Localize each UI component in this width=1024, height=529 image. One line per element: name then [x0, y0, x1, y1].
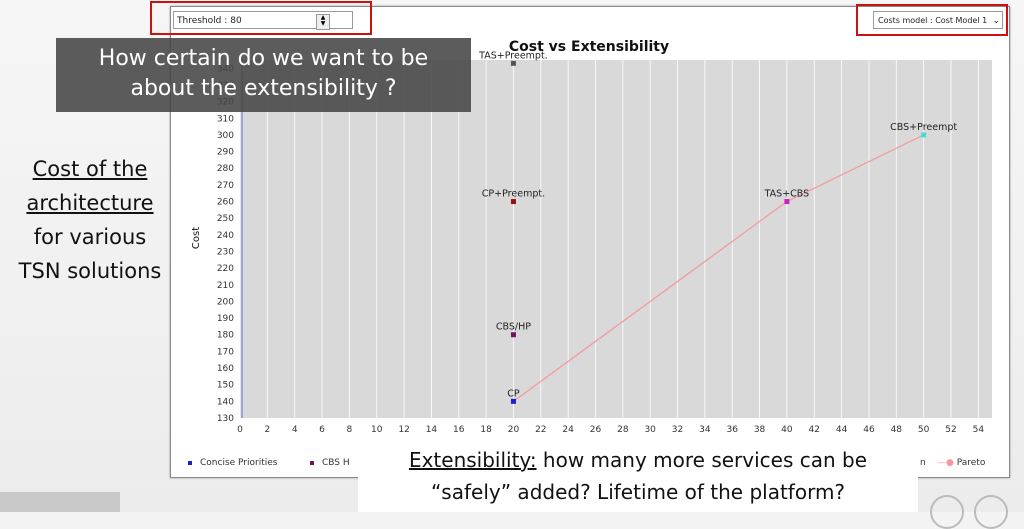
- x-tick-label: 8: [347, 425, 353, 435]
- legend-item-concise: Concise Priorities: [188, 458, 277, 468]
- data-point: [510, 199, 516, 205]
- y-tick-label: 150: [217, 381, 234, 391]
- x-tick-label: 54: [973, 425, 985, 435]
- x-tick-label: 0: [237, 425, 243, 435]
- point-label: CP+Preempt.: [482, 189, 545, 200]
- cost-annotation: Cost of the architecture for various TSN…: [4, 152, 176, 288]
- x-tick-label: 4: [292, 425, 298, 435]
- x-tick-label: 26: [590, 425, 602, 435]
- legend-marker: [310, 460, 314, 465]
- chevron-down-icon[interactable]: ⌄: [992, 16, 1000, 26]
- x-tick-label: 22: [535, 425, 546, 435]
- point-label: TAS+CBS: [764, 189, 810, 200]
- y-tick-label: 260: [217, 198, 234, 208]
- legend-label: CBS H: [322, 458, 350, 468]
- x-tick-label: 18: [480, 425, 492, 435]
- y-tick-label: 250: [217, 214, 234, 224]
- x-tick-label: 52: [945, 425, 956, 435]
- legend-label: n: [920, 458, 926, 468]
- x-tick-label: 2: [264, 425, 270, 435]
- chart-title: Cost vs Extensibility: [509, 39, 669, 55]
- cost-annotation-line-4: TSN solutions: [18, 259, 162, 283]
- point-label: CBS/HP: [496, 322, 531, 333]
- x-tick-label: 32: [672, 425, 683, 435]
- x-tick-label: 10: [371, 425, 383, 435]
- y-tick-label: 180: [217, 331, 234, 341]
- extensibility-annotation: Extensibility: how many more services ca…: [358, 440, 918, 512]
- legend-item-partial: n: [920, 458, 926, 468]
- x-tick-label: 14: [426, 425, 438, 435]
- y-tick-label: 190: [217, 314, 234, 324]
- y-tick-label: 160: [217, 364, 234, 374]
- x-tick-label: 42: [809, 425, 820, 435]
- cost-vs-extensibility-chart: Cost vs Extensibility Cost 0 2 4 6 8 10 12 14 16…: [191, 39, 992, 435]
- y-axis-label: Cost: [191, 227, 202, 249]
- costs-model-highlight: [856, 4, 1008, 36]
- x-tick-label: 40: [781, 425, 793, 435]
- overlay-line-1: How certain do we want to be: [98, 46, 429, 71]
- y-tick-label: 220: [217, 264, 234, 274]
- legend-item-pareto: —● Pareto: [937, 458, 985, 468]
- threshold-label: Threshold :: [177, 16, 228, 26]
- y-tick-label: 210: [217, 281, 234, 291]
- data-point: [784, 199, 790, 205]
- y-tick-label: 280: [217, 164, 234, 174]
- y-tick-label: 290: [217, 148, 234, 158]
- y-tick-label: 270: [217, 181, 234, 191]
- legend-label: Pareto: [956, 458, 986, 468]
- y-tick-label: 170: [217, 347, 234, 357]
- legend-marker: [188, 460, 192, 465]
- x-tick-label: 38: [754, 425, 766, 435]
- x-tick-label: 44: [836, 425, 848, 435]
- costs-model-value: Cost Model 1: [935, 16, 988, 25]
- legend-item-cbs: CBS H: [310, 458, 350, 468]
- x-tick-label: 20: [508, 425, 520, 435]
- y-tick-label: 140: [217, 397, 234, 407]
- question-overlay: How certain do we want to be about the e…: [56, 38, 471, 112]
- point-label: CBS+Preempt: [890, 122, 957, 133]
- y-tick-label: 310: [217, 114, 234, 124]
- cost-annotation-line-2: architecture: [26, 191, 154, 215]
- threshold-field[interactable]: Threshold :80 ▲ ▼: [173, 11, 353, 30]
- data-point: [921, 132, 927, 138]
- threshold-highlight: [150, 1, 372, 35]
- y-tick-label: 230: [217, 247, 234, 257]
- x-tick-label: 24: [562, 425, 574, 435]
- y-tick-label: 200: [217, 297, 234, 307]
- threshold-spinner[interactable]: ▲ ▼: [316, 14, 330, 30]
- x-tick-label: 6: [319, 425, 325, 435]
- overlay-line-2: about the extensibility ?: [130, 76, 397, 101]
- y-tick-label: 130: [217, 414, 234, 424]
- thumbnail-strip: [0, 492, 120, 512]
- y-tick-label: 240: [217, 231, 234, 241]
- data-point: [510, 332, 516, 338]
- point-label: TAS+Preempt.: [478, 50, 548, 61]
- x-tick-label: 48: [891, 425, 903, 435]
- data-point: [510, 60, 516, 66]
- extensibility-term: Extensibility:: [408, 448, 537, 472]
- nav-forward-icon[interactable]: [974, 495, 1008, 529]
- legend-label: Concise Priorities: [200, 458, 278, 468]
- costs-model-label: Costs model :: [878, 16, 933, 25]
- x-tick-label: 16: [453, 425, 465, 435]
- threshold-value[interactable]: 80: [230, 16, 242, 26]
- x-tick-label: 46: [863, 425, 875, 435]
- costs-model-select[interactable]: Costs model : Cost Model 1 ⌄: [873, 11, 1003, 29]
- legend-line-icon: —●: [937, 458, 954, 468]
- point-label: CP: [507, 388, 520, 399]
- x-tick-label: 36: [726, 425, 738, 435]
- extensibility-text: how many more services can be: [536, 448, 868, 472]
- x-tick-label: 34: [699, 425, 711, 435]
- nav-back-icon[interactable]: [930, 495, 964, 529]
- x-tick-label: 12: [398, 425, 409, 435]
- cost-annotation-line-1: Cost of the: [32, 157, 148, 181]
- cost-annotation-line-3: for various: [33, 225, 147, 249]
- y-tick-label: 300: [217, 131, 234, 141]
- x-tick-label: 30: [644, 425, 656, 435]
- x-tick-label: 28: [617, 425, 629, 435]
- x-tick-label: 50: [918, 425, 930, 435]
- data-point: [510, 398, 516, 404]
- extensibility-line-2: “safely” added? Lifetime of the platform…: [430, 480, 846, 504]
- plot-area: [240, 60, 992, 418]
